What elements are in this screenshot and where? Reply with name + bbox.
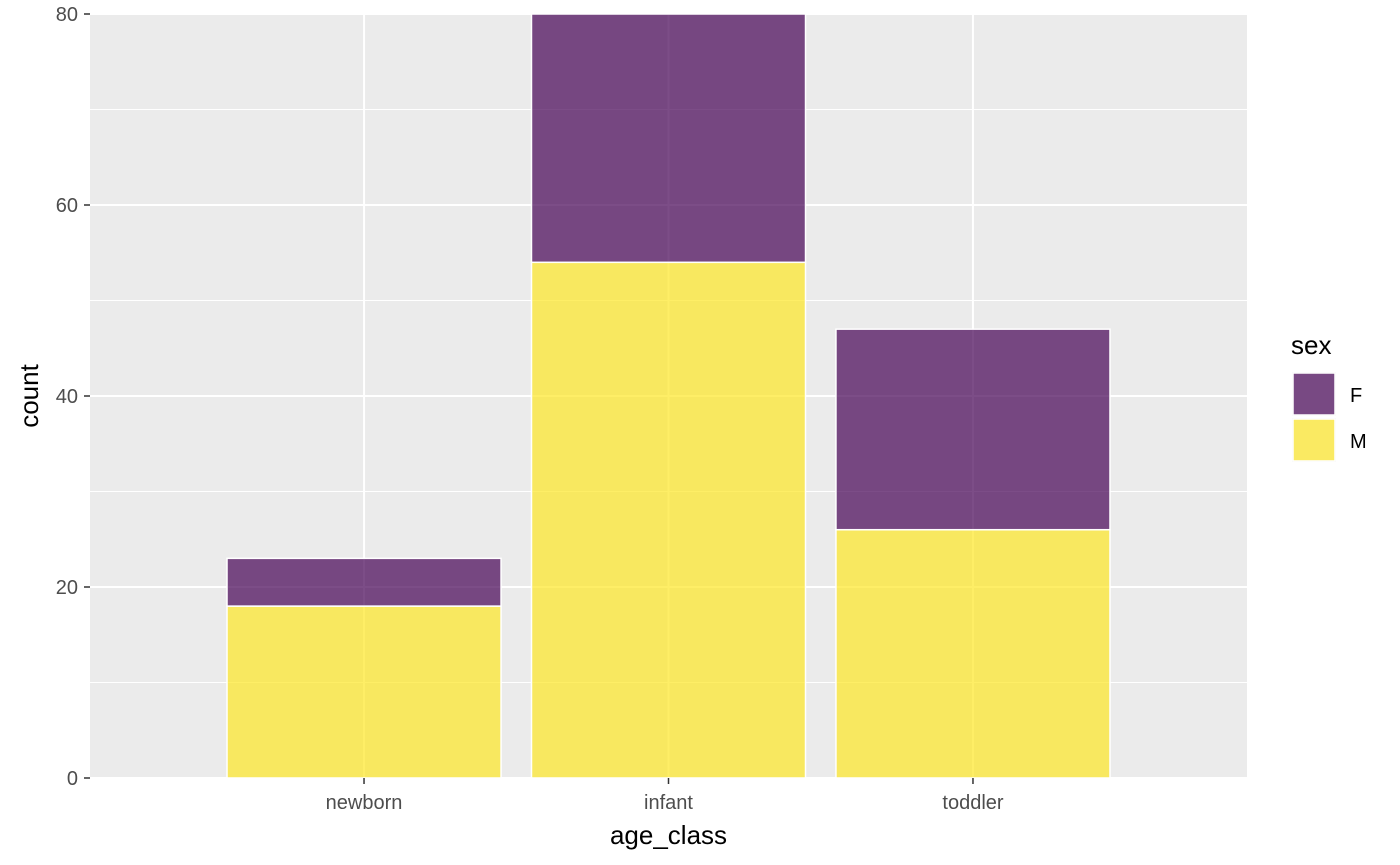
legend-label-M: M bbox=[1350, 431, 1367, 453]
bar-toddler-M bbox=[835, 528, 1111, 779]
y-tick-label: 40 bbox=[56, 386, 78, 408]
y-tick-label: 80 bbox=[56, 4, 78, 26]
axes: 0 20 40 60 80 newborn infant toddler bbox=[56, 4, 1004, 814]
x-tick-label: newborn bbox=[326, 792, 403, 814]
bar-infant-F bbox=[530, 13, 807, 264]
legend-title: sex bbox=[1291, 330, 1331, 360]
bar-newborn-F bbox=[226, 557, 502, 607]
x-axis-title: age_class bbox=[610, 820, 727, 850]
bar-toddler-F bbox=[835, 328, 1111, 531]
bar-newborn-M bbox=[226, 605, 502, 779]
x-tick-label: infant bbox=[644, 792, 693, 814]
legend-key-M bbox=[1292, 418, 1336, 462]
legend: sex F M bbox=[1291, 330, 1367, 462]
y-tick-label: 60 bbox=[56, 195, 78, 217]
bars bbox=[226, 13, 1111, 779]
y-axis-title: count bbox=[14, 363, 44, 427]
x-tick-label: toddler bbox=[942, 792, 1003, 814]
legend-key-F bbox=[1292, 372, 1336, 416]
y-tick-label: 20 bbox=[56, 577, 78, 599]
bar-infant-M bbox=[530, 261, 807, 779]
y-tick-label: 0 bbox=[67, 768, 78, 790]
legend-label-F: F bbox=[1350, 385, 1362, 407]
